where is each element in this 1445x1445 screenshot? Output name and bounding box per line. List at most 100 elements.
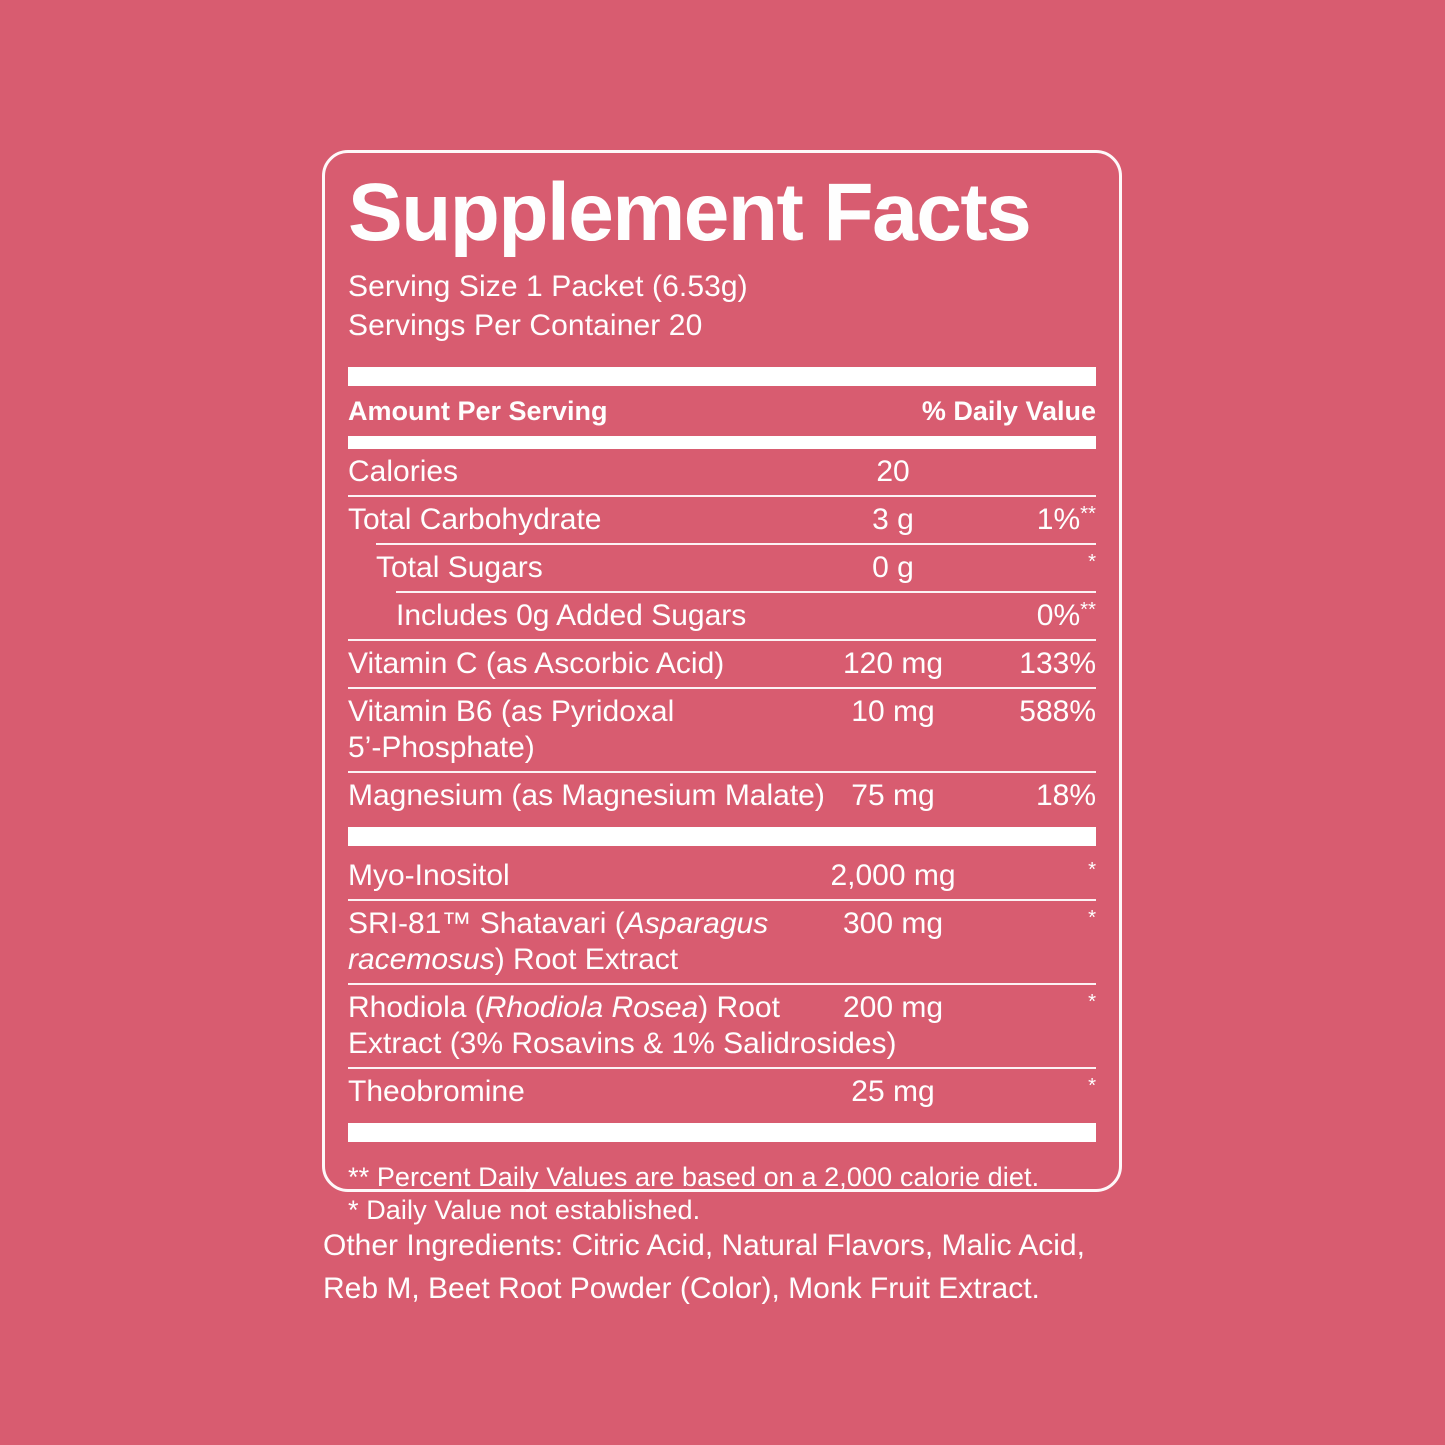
nutrient-daily-value: * <box>1088 858 1096 894</box>
amount-per-serving-label: Amount Per Serving <box>348 396 608 427</box>
nutrient-name-italic: Rhodiola Rosea <box>484 991 699 1025</box>
nutrient-name-line: Extract (3% Rosavins & 1% Salidrosides) <box>348 1026 1096 1062</box>
table-header: Amount Per Serving % Daily Value <box>348 386 1096 436</box>
nutrient-name: Rhodiola (Rhodiola Rosea) Root Extract (3… <box>348 990 1096 1062</box>
nutrient-name-text: SRI-81™ Shatavari ( <box>348 907 625 941</box>
nutrient-name: Total Sugars <box>376 550 1096 586</box>
row-divider <box>348 639 1096 642</box>
nutrient-name-text: Myo-Inositol <box>348 859 510 893</box>
nutrient-name-text: ) Root Extract <box>494 943 679 977</box>
nutrient-amount: 0 g <box>872 551 914 585</box>
nutrient-name-text: Total Carbohydrate <box>348 503 602 537</box>
row-divider <box>348 983 1096 986</box>
nutrient-name-italic: Asparagus <box>624 907 769 941</box>
nutrient-row: Vitamin C (as Ascorbic Acid) 120 mg 133% <box>348 641 1096 687</box>
nutrient-row: Theobromine 25 mg * <box>348 1069 1096 1115</box>
row-divider <box>348 899 1096 902</box>
nutrient-row: Total Sugars 0 g * <box>348 545 1096 591</box>
nutrient-name-line: Myo-Inositol <box>348 858 1096 894</box>
nutrient-name-line: Total Sugars <box>376 550 1096 586</box>
nutrient-name: Calories <box>348 454 1096 490</box>
nutrient-name: Myo-Inositol <box>348 858 1096 894</box>
nutrient-daily-value: 0%** <box>1036 599 1096 633</box>
nutrient-name-text: ) Root <box>698 991 780 1025</box>
thick-divider <box>348 436 1096 450</box>
nutrient-name-line: Theobromine <box>348 1074 1096 1110</box>
nutrient-daily-value: 18% <box>1035 779 1096 813</box>
nutrient-name: Theobromine <box>348 1074 1096 1110</box>
row-divider <box>348 687 1096 690</box>
nutrient-name-text: Total Sugars <box>376 551 543 585</box>
nutrient-name-text: Rhodiola ( <box>348 991 485 1025</box>
nutrient-name-text: Extract (3% Rosavins & 1% Salidrosides) <box>348 1027 897 1061</box>
nutrient-amount: 200 mg <box>842 991 944 1025</box>
footnote-daily-values: ** Percent Daily Values are based on a 2… <box>348 1162 1040 1193</box>
row-divider <box>348 1067 1096 1070</box>
daily-value-asterisk: ** <box>1080 503 1096 526</box>
nutrient-name-text: Calories <box>348 455 459 489</box>
servings-per-container-line: Servings Per Container 20 <box>348 309 703 343</box>
supplement-facts-panel: Supplement Facts Serving Size 1 Packet (… <box>322 150 1122 1225</box>
nutrient-daily-value: 133% <box>1019 647 1096 681</box>
row-divider <box>396 591 1096 594</box>
nutrient-name-text: 5’-Phosphate) <box>348 731 535 765</box>
panel-title: Supplement Facts <box>348 167 1032 258</box>
serving-size-line: Serving Size 1 Packet (6.53g) <box>348 270 748 304</box>
nutrient-daily-value: * <box>1088 990 1096 1026</box>
other-ingredients: Other Ingredients: Citric Acid, Natural … <box>323 1224 1153 1310</box>
daily-value-label: % Daily Value <box>921 396 1096 427</box>
nutrient-amount: 2,000 mg <box>830 859 956 893</box>
row-divider <box>348 495 1096 498</box>
row-divider <box>376 543 1096 546</box>
nutrient-amount: 3 g <box>872 503 914 537</box>
nutrient-amount: 10 mg <box>851 695 935 729</box>
nutrient-name-line: 5’-Phosphate) <box>348 730 1096 766</box>
nutrient-daily-value: 1%** <box>1036 503 1096 537</box>
nutrient-name-text: Vitamin C (as Ascorbic Acid) <box>348 647 725 681</box>
nutrient-row: Rhodiola (Rhodiola Rosea) Root Extract (3… <box>348 985 1096 1067</box>
nutrient-name-text: Theobromine <box>348 1075 525 1109</box>
nutrient-name-text: Vitamin B6 (as Pyridoxal <box>348 695 675 729</box>
daily-value-asterisk: * <box>1088 1075 1096 1098</box>
nutrient-row: Calories 20 <box>348 449 1096 495</box>
nutrient-name: Vitamin B6 (as Pyridoxal 5’-Phosphate) <box>348 694 1096 766</box>
nutrient-name-line: SRI-81™ Shatavari (Asparagus <box>348 906 1096 942</box>
thick-divider <box>348 367 1096 387</box>
nutrient-daily-value: 588% <box>1019 695 1096 729</box>
nutrient-amount: 120 mg <box>842 647 944 681</box>
other-ingredients-line: Other Ingredients: Citric Acid, Natural … <box>323 1229 1085 1262</box>
daily-value-asterisk: * <box>1088 859 1096 882</box>
footnote-not-established: * Daily Value not established. <box>348 1195 701 1226</box>
daily-value-asterisk: * <box>1088 991 1096 1014</box>
nutrient-row: Myo-Inositol 2,000 mg * <box>348 853 1096 899</box>
daily-value-asterisk: * <box>1088 551 1096 574</box>
nutrient-name-line: Magnesium (as Magnesium Malate) <box>348 778 1096 814</box>
nutrient-row: Total Carbohydrate 3 g 1%** <box>348 497 1096 543</box>
nutrient-name-line: Calories <box>348 454 1096 490</box>
other-ingredients-line: Reb M, Beet Root Powder (Color), Monk Fr… <box>323 1272 1040 1305</box>
daily-value-asterisk: * <box>1088 907 1096 930</box>
nutrient-amount: 300 mg <box>842 907 944 941</box>
nutrient-amount: 20 <box>876 455 910 489</box>
nutrient-name-line: Vitamin B6 (as Pyridoxal <box>348 694 1096 730</box>
nutrient-name: Total Carbohydrate <box>348 502 1096 538</box>
nutrient-name: SRI-81™ Shatavari (Asparagus racemosus) R… <box>348 906 1096 978</box>
nutrient-name-text: Magnesium (as Magnesium Malate) <box>348 779 825 813</box>
nutrient-name-line: Rhodiola (Rhodiola Rosea) Root <box>348 990 1096 1026</box>
nutrient-daily-value: * <box>1088 1074 1096 1110</box>
row-divider <box>348 771 1096 774</box>
nutrient-name-text: Includes 0g Added Sugars <box>396 599 747 633</box>
nutrient-row: Magnesium (as Magnesium Malate) 75 mg 18% <box>348 773 1096 819</box>
nutrient-name-line: Includes 0g Added Sugars <box>396 598 1096 634</box>
nutrient-name: Magnesium (as Magnesium Malate) <box>348 778 1096 814</box>
nutrient-row: Vitamin B6 (as Pyridoxal 5’-Phosphate) 10 … <box>348 689 1096 771</box>
nutrient-row: Includes 0g Added Sugars 0%** <box>348 593 1096 639</box>
thick-divider <box>348 827 1096 847</box>
nutrient-daily-value: * <box>1088 906 1096 942</box>
nutrient-row: SRI-81™ Shatavari (Asparagus racemosus) R… <box>348 901 1096 983</box>
nutrient-amount: 25 mg <box>851 1075 935 1109</box>
nutrient-amount: 75 mg <box>851 779 935 813</box>
nutrient-daily-value: * <box>1088 550 1096 586</box>
footnotes: ** Percent Daily Values are based on a 2… <box>348 1149 1096 1227</box>
